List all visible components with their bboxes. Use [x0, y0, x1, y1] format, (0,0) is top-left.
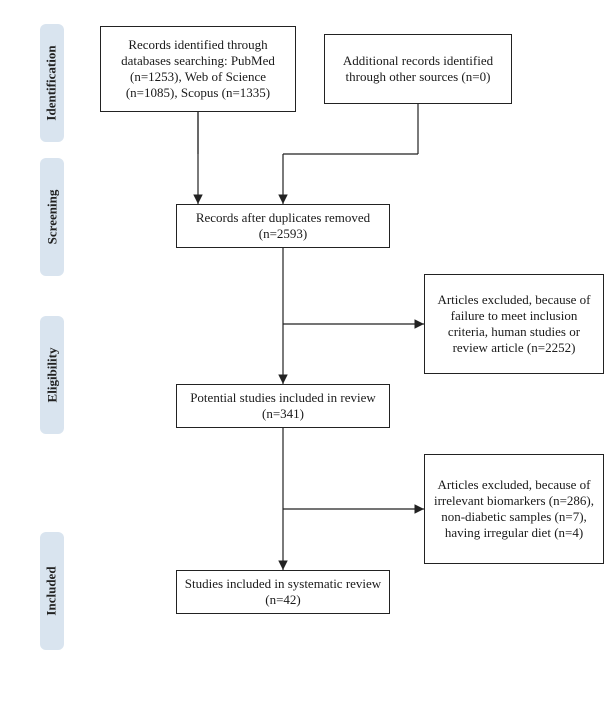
box-exclude2: Articles excluded, because of irrelevant…	[424, 454, 604, 564]
phase-screening: Screening	[40, 158, 64, 276]
phase-label: Screening	[44, 190, 60, 245]
box-text: Records after duplicates removed (n=2593…	[183, 210, 383, 243]
box-text: Additional records identified through ot…	[331, 53, 505, 86]
box-text: Articles excluded, because of irrelevant…	[431, 477, 597, 542]
box-other-sources: Additional records identified through ot…	[324, 34, 512, 104]
phase-label: Identification	[44, 45, 60, 120]
phase-eligibility: Eligibility	[40, 316, 64, 434]
box-exclude1: Articles excluded, because of failure to…	[424, 274, 604, 374]
box-after-dup: Records after duplicates removed (n=2593…	[176, 204, 390, 248]
phase-label: Included	[44, 566, 60, 615]
phase-identification: Identification	[40, 24, 64, 142]
phase-included: Included	[40, 532, 64, 650]
box-text: Articles excluded, because of failure to…	[431, 292, 597, 357]
box-text: Studies included in systematic review (n…	[183, 576, 383, 609]
box-text: Records identified through databases sea…	[107, 37, 289, 102]
box-potential: Potential studies included in review (n=…	[176, 384, 390, 428]
box-db-search: Records identified through databases sea…	[100, 26, 296, 112]
phase-label: Eligibility	[44, 348, 60, 403]
box-final: Studies included in systematic review (n…	[176, 570, 390, 614]
flow-stage: Identification Screening Eligibility Inc…	[0, 0, 616, 702]
box-text: Potential studies included in review (n=…	[183, 390, 383, 423]
